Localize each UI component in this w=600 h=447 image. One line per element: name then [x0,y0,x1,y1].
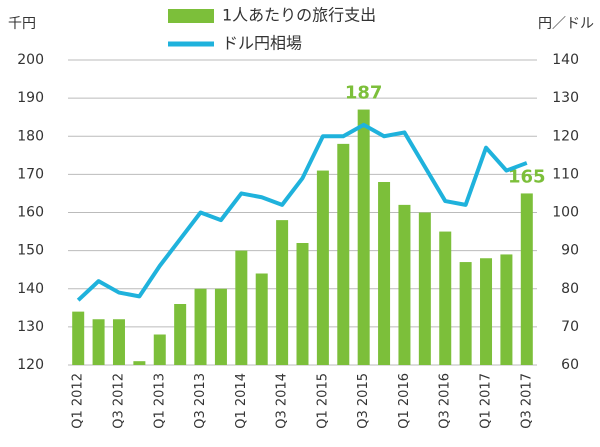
bar [418,212,431,365]
bar [72,311,85,365]
y-axis-label: 千円 [8,16,36,32]
bar [439,231,452,365]
bar [357,109,370,365]
bar [133,361,146,365]
x-tick-label: Q3 2014 [275,373,290,429]
x-tick-label: Q1 2016 [397,373,412,429]
bar [235,250,248,365]
legend-label: ドル円相場 [222,34,302,53]
bar [480,258,493,365]
bar [276,220,289,365]
bar [459,262,472,365]
line [76,122,528,302]
x-tick-label: Q1 2014 [234,373,249,429]
x-tick-label: Q1 2013 [152,373,167,429]
bar [174,304,187,365]
y2-tick-label: 130 [552,90,579,106]
bar [520,193,533,365]
bar [296,243,309,365]
x-tick-label: Q3 2016 [438,373,453,429]
x-tick-label: Q1 2017 [479,373,494,429]
bar [255,273,268,365]
x-tick-label: Q1 2015 [315,373,330,429]
y-tick-label: 160 [17,205,44,221]
bar [194,288,207,365]
y2-tick-label: 60 [561,357,579,373]
y-tick-label: 140 [17,281,44,297]
x-tick-label: Q3 2017 [519,373,534,429]
x-tick-label: Q1 2012 [71,373,86,429]
y-tick-label: 200 [17,52,44,68]
bar [500,254,513,365]
bar [398,204,411,365]
data-label: 165 [508,166,546,187]
y2-axis-label: 円／ドル [538,16,594,32]
y-tick-label: 190 [17,90,44,106]
y-tick-label: 130 [17,319,44,335]
bar [214,288,227,365]
y-tick-label: 120 [17,357,44,373]
x-tick-label: Q3 2013 [193,373,208,429]
bar [112,319,125,365]
y2-tick-label: 110 [552,166,579,182]
legend-swatch [168,9,214,23]
legend-label: 1人あたりの旅行支出 [222,6,376,25]
data-label: 187 [345,83,383,104]
y-tick-label: 180 [17,128,44,144]
y2-tick-label: 90 [561,243,579,259]
y2-tick-label: 100 [552,205,579,221]
y2-tick-label: 70 [561,319,579,335]
bar [337,143,350,365]
bar [316,170,329,365]
y-tick-label: 170 [17,166,44,182]
bar [153,334,166,365]
x-tick-label: Q3 2015 [356,373,371,429]
x-tick-label: Q3 2012 [111,373,126,429]
bar [92,319,105,365]
y2-tick-label: 120 [552,128,579,144]
y-tick-label: 150 [17,243,44,259]
y2-tick-label: 80 [561,281,579,297]
y2-tick-label: 140 [552,52,579,68]
bar [378,182,391,365]
